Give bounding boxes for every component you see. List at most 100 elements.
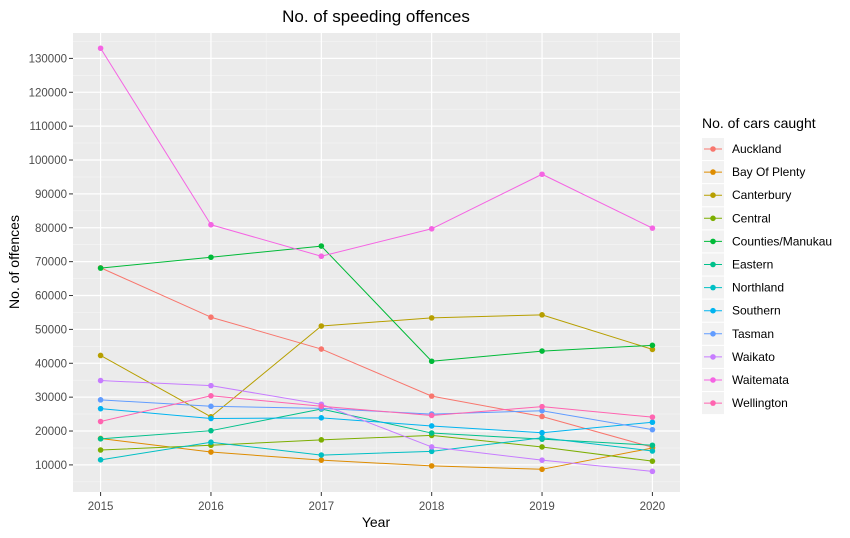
data-point-waikato — [428, 444, 435, 450]
data-point-wellington — [539, 403, 545, 410]
data-point-northland — [97, 457, 104, 463]
data-point-canterbury — [539, 312, 545, 318]
data-point-central — [97, 447, 104, 453]
data-point-counties-manukau — [649, 342, 656, 349]
data-point-tasman — [539, 407, 545, 414]
data-point-wellington — [97, 418, 104, 425]
y-axis-title: No. of offences — [6, 215, 22, 309]
data-point-counties-manukau — [208, 254, 214, 261]
series-line-central — [100, 434, 653, 462]
series-line-waikato — [100, 380, 653, 472]
data-point-counties-manukau — [428, 358, 435, 365]
data-point-counties-manukau — [539, 348, 545, 354]
series-line-wellington — [100, 395, 653, 423]
data-point-wellington — [428, 412, 435, 419]
legend-label-eastern: Eastern — [732, 258, 773, 272]
data-point-waikato — [97, 377, 104, 384]
legend-key-point-tasman — [710, 331, 716, 337]
chart-title: No. of speeding offences — [282, 7, 470, 26]
y-tick-label: 100000 — [29, 155, 67, 167]
data-point-wellington — [649, 414, 656, 420]
x-tick-label: 2016 — [198, 501, 224, 513]
y-tick-label: 70000 — [35, 257, 67, 269]
series-line-northland — [100, 437, 653, 461]
data-point-tasman — [97, 397, 104, 403]
legend-key-point-southern — [710, 307, 716, 314]
legend-label-auckland: Auckland — [732, 142, 781, 156]
legend-key-point-waikato — [710, 354, 716, 360]
x-tick-label: 2017 — [309, 501, 335, 513]
y-tick-label: 80000 — [35, 223, 67, 235]
legend-label-wellington: Wellington — [732, 396, 788, 410]
plot-panel — [73, 33, 680, 492]
y-tick-label: 90000 — [35, 189, 67, 201]
data-point-southern — [649, 419, 656, 426]
data-point-eastern — [428, 430, 435, 436]
data-point-bay-of-plenty — [428, 463, 435, 469]
data-point-southern — [428, 423, 435, 429]
data-point-northland — [428, 448, 435, 455]
series-line-canterbury — [100, 314, 653, 418]
legend-key-point-counties-manukau — [710, 238, 716, 245]
data-point-southern — [97, 405, 104, 412]
series-line-southern — [100, 408, 653, 434]
data-point-northland — [318, 452, 325, 458]
legend-key-point-canterbury — [710, 192, 716, 198]
legend: No. of cars caught Auckland Bay Of Plenty… — [702, 115, 832, 415]
y-axis: 10000 20000 30000 40000 50000 60000 70000 80000… — [29, 53, 73, 472]
data-point-canterbury — [97, 352, 104, 359]
data-point-southern — [208, 415, 214, 422]
legend-label-central: Central — [732, 211, 771, 225]
data-point-waitemata — [539, 171, 545, 178]
legend-label-southern: Southern — [732, 304, 781, 318]
y-tick-label: 60000 — [35, 291, 67, 303]
legend-key-point-bay-of-plenty — [710, 169, 716, 175]
legend-key-point-wellington — [710, 400, 716, 406]
x-tick-label: 2018 — [419, 501, 445, 513]
series-line-counties-manukau — [100, 245, 653, 362]
y-tick-label: 130000 — [29, 53, 67, 65]
data-point-southern — [318, 415, 325, 421]
y-tick-label: 20000 — [35, 426, 67, 438]
data-point-eastern — [97, 436, 104, 442]
x-tick-label: 2020 — [640, 501, 666, 513]
legend-label-canterbury: Canterbury — [732, 188, 791, 202]
legend-key-point-auckland — [710, 146, 716, 152]
series-line-waitemata — [100, 47, 653, 257]
data-point-waikato — [208, 382, 214, 389]
legend-label-waikato: Waikato — [732, 350, 775, 364]
data-point-central — [318, 437, 325, 443]
data-point-canterbury — [428, 315, 435, 321]
legend-label-tasman: Tasman — [732, 327, 774, 341]
data-point-canterbury — [649, 346, 656, 353]
minor-gridlines — [73, 33, 680, 492]
data-point-central — [649, 458, 656, 464]
y-tick-label: 30000 — [35, 392, 67, 404]
data-point-waitemata — [208, 221, 214, 228]
legend-label-bay-of-plenty: Bay Of Plenty — [732, 165, 805, 179]
legend-title: No. of cars caught — [702, 115, 816, 131]
data-point-waitemata — [428, 225, 435, 232]
data-point-auckland — [428, 393, 435, 399]
x-axis-title: Year — [362, 514, 391, 530]
y-tick-label: 110000 — [29, 121, 67, 133]
data-point-counties-manukau — [318, 243, 325, 249]
data-point-northland — [539, 435, 545, 441]
legend-label-northland: Northland — [732, 281, 784, 295]
x-tick-label: 2015 — [88, 501, 114, 513]
data-point-auckland — [318, 346, 325, 352]
data-point-waitemata — [649, 225, 656, 231]
data-point-wellington — [318, 403, 325, 410]
legend-key-point-central — [710, 215, 716, 222]
data-point-canterbury — [318, 323, 325, 329]
y-tick-label: 120000 — [29, 87, 67, 99]
data-point-northland — [208, 439, 214, 446]
data-point-bay-of-plenty — [208, 449, 214, 455]
data-point-waitemata — [318, 253, 325, 260]
data-point-eastern — [208, 427, 214, 434]
y-tick-label: 10000 — [35, 460, 67, 472]
legend-items: Auckland Bay Of Plenty Canterbury Central Co… — [702, 138, 832, 415]
data-point-eastern — [649, 442, 656, 449]
legend-label-waitemata: Waitemata — [732, 373, 789, 387]
